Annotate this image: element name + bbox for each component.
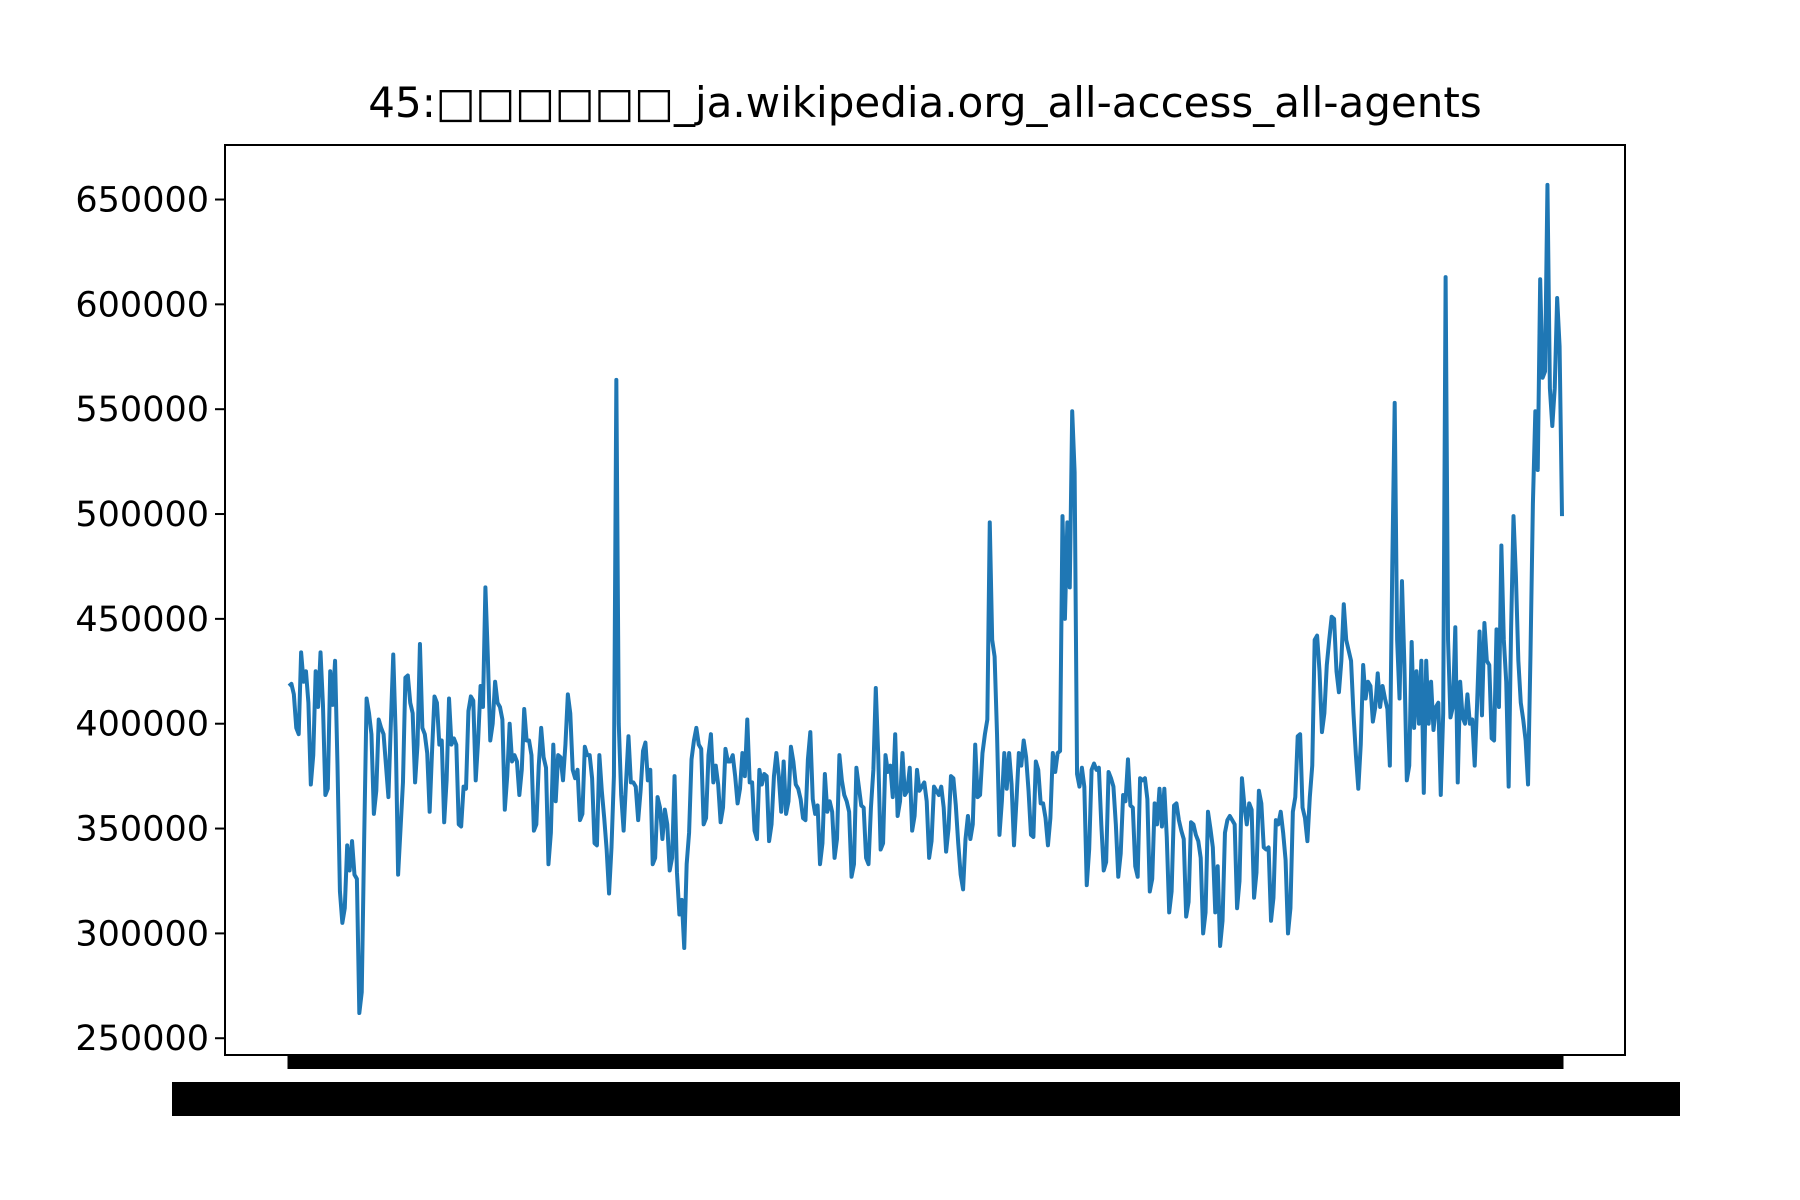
- y-tick-label: 550000: [75, 390, 209, 430]
- y-tick-label: 350000: [75, 810, 209, 850]
- y-tick-label: 650000: [75, 181, 209, 221]
- y-axis: 250000 300000 350000 400000 450000 500000 5500…: [75, 181, 225, 1059]
- x-axis: [172, 1055, 1680, 1116]
- y-tick-label: 250000: [75, 1019, 209, 1059]
- y-tick-label: 600000: [75, 285, 209, 325]
- y-tick-label: 400000: [75, 705, 209, 745]
- y-tick-label: 500000: [75, 495, 209, 535]
- axes-frame: [224, 144, 1626, 1056]
- y-tick-label: 450000: [75, 600, 209, 640]
- y-tick-label: 300000: [75, 914, 209, 954]
- chart-title: 45:□□□□□□_ja.wikipedia.org_all-access_al…: [368, 78, 1481, 127]
- plot-area: [287, 182, 1564, 1016]
- x-tick-labels-overlapping: [172, 1082, 1680, 1116]
- series-line: [287, 182, 1564, 1016]
